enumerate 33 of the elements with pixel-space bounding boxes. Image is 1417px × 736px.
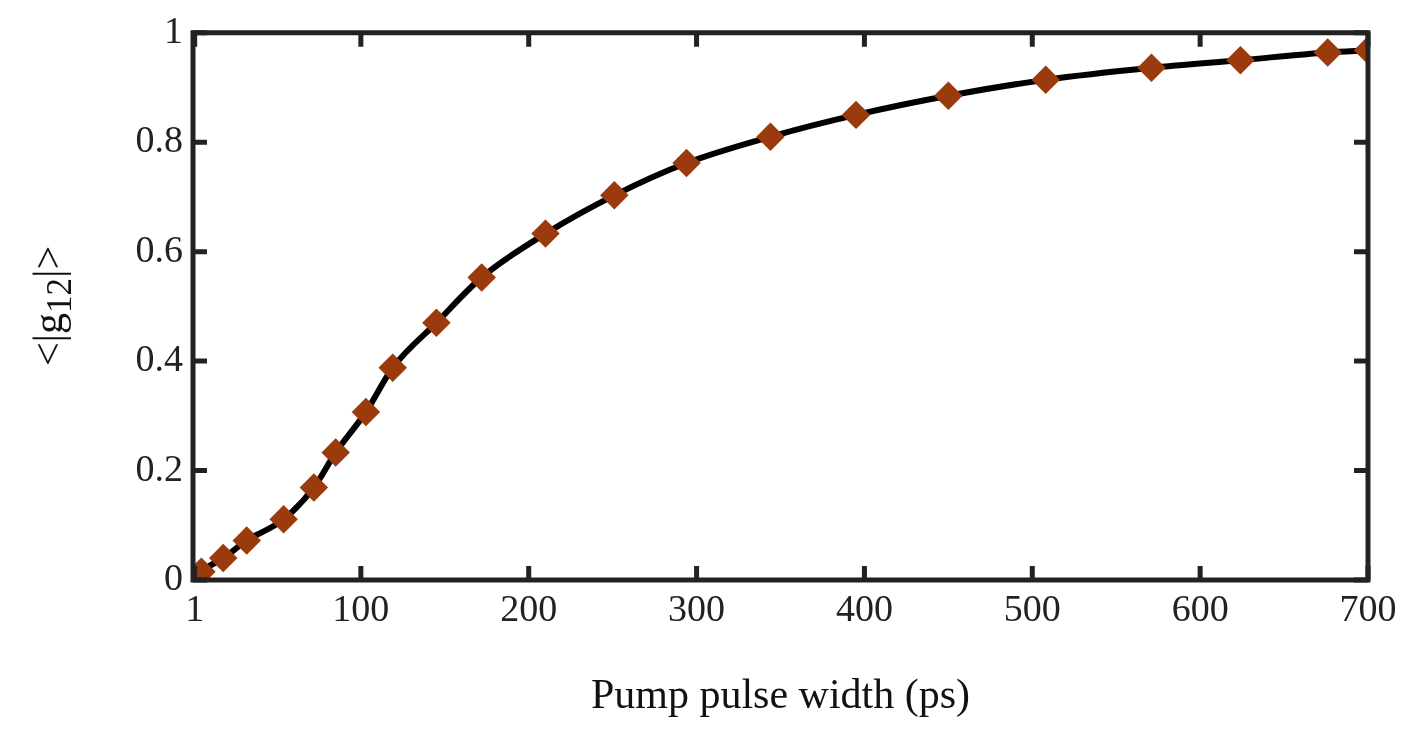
x-tick-label: 200 — [500, 586, 558, 629]
point — [468, 264, 495, 291]
x-tick-label: 600 — [1171, 586, 1229, 629]
x-tick-label: 400 — [835, 586, 893, 629]
y-tick-label: 1 — [164, 8, 183, 51]
y-tick-label: 0.8 — [135, 118, 183, 161]
point — [379, 354, 406, 381]
point — [210, 545, 237, 572]
point — [935, 82, 962, 109]
x-axis-title: Pump pulse width (ps) — [590, 670, 971, 718]
y-tick-label: 0 — [164, 555, 183, 598]
point — [1138, 54, 1165, 81]
x-tick-label: 300 — [668, 586, 726, 629]
x-tick-label: 500 — [1003, 586, 1061, 629]
x-tick-label: 100 — [332, 586, 390, 629]
point — [322, 439, 349, 466]
point — [423, 309, 450, 336]
point — [757, 123, 784, 150]
point — [270, 506, 297, 533]
y-tick-label: 0.4 — [135, 337, 183, 380]
x-tick-label: 700 — [1339, 586, 1397, 629]
y-tick-label: 0.6 — [135, 227, 183, 270]
point — [233, 527, 260, 554]
point — [843, 101, 870, 128]
point — [673, 150, 700, 177]
point — [1032, 66, 1059, 93]
point — [352, 399, 379, 426]
point — [300, 474, 327, 501]
point — [532, 220, 559, 247]
point — [601, 182, 628, 209]
point — [1227, 47, 1254, 74]
point — [1314, 39, 1341, 66]
y-tick-label: 0.2 — [135, 446, 183, 489]
